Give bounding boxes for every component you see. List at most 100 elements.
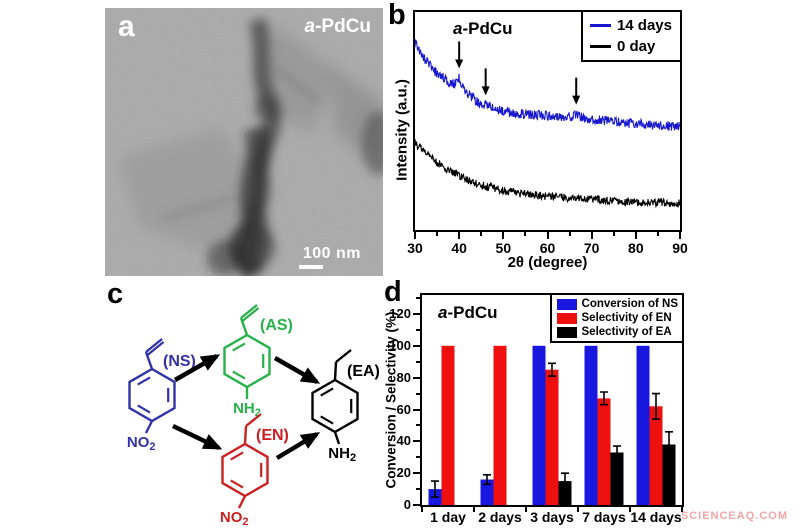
substituent-label-NH2: NH2 [328, 445, 356, 464]
bar-3-days-Selectivity-of-EN [545, 369, 559, 505]
xrd-x-tick [546, 232, 549, 239]
bar-x-tick [629, 507, 631, 512]
bar-y-tick [413, 504, 420, 506]
xrd-x-tick-label: 50 [495, 240, 512, 256]
bar-1-day-Selectivity-of-EN [441, 345, 455, 505]
error-bar [561, 472, 569, 490]
xrd-x-tick-label: 80 [628, 240, 644, 256]
xrd-legend: 14 days 0 day [580, 12, 680, 62]
legend-swatch-black [556, 326, 577, 338]
legend-item-0-day: 0 day [589, 38, 672, 55]
xrd-x-minor-tick [480, 232, 483, 236]
bar-y-tick [413, 376, 420, 379]
bar-y-minor-tick [416, 456, 420, 459]
xrd-y-axis-title: Intensity (a.u.) [393, 79, 411, 181]
peak-arrow [481, 68, 490, 96]
peak-arrow [572, 77, 581, 105]
panel-a-tem-image: a a-PdCu 100 nm [105, 8, 383, 276]
bar-x-tick [681, 507, 683, 512]
xrd-x-axis-title: 2θ (degree) [507, 254, 588, 271]
xrd-x-tick [679, 232, 681, 239]
legend-label: Selectivity of EA [581, 326, 672, 338]
bar-y-tick [413, 313, 420, 315]
bar-x-tick [473, 507, 475, 512]
error-bar [652, 392, 660, 420]
legend-item-selectivity-en: Selectivity of EN [556, 312, 678, 324]
bar-plot-area: a-PdCu Conversion of NS Selectivity of E… [420, 293, 684, 507]
scale-bar-label: 100 nm [302, 245, 361, 262]
panel-a-letter: a [118, 10, 135, 43]
reaction-arrow-EN-to-EA [275, 432, 321, 460]
xrd-x-tick-label: 30 [407, 240, 423, 256]
legend-swatch-blue [556, 298, 577, 310]
bar-y-tick-label: 120 [389, 306, 411, 321]
legend-label: Conversion of NS [581, 298, 678, 310]
molecule-NS: NO2 (NS) [127, 338, 196, 453]
bar-2-days-Conversion-of-NS [480, 479, 494, 505]
bar-y-minor-tick [416, 328, 420, 331]
substituent-label-NO2: NO2 [220, 509, 249, 528]
molecule-label-EA: (EA) [347, 363, 380, 380]
xrd-curve-0-day [414, 139, 681, 209]
bar-y-tick [413, 472, 420, 475]
xrd-curve-14-days [414, 39, 681, 132]
bar-category-labels: 1 day 2 days 3 days 7 days 14 days [422, 509, 682, 525]
bar-y-minor-tick [416, 297, 420, 300]
substituent-label-NO2: NO2 [127, 434, 156, 453]
error-bar [665, 431, 673, 459]
xrd-x-tick [634, 232, 637, 239]
xrd-x-minor-tick [436, 232, 439, 236]
bar-2-days-Selectivity-of-EN [493, 345, 507, 505]
bar-7-days-Conversion-of-NS [584, 345, 598, 505]
xrd-x-minor-tick [568, 232, 571, 236]
error-bar [613, 445, 621, 460]
legend-item-conversion-ns: Conversion of NS [556, 298, 678, 310]
reaction-arrow-NS-to-AS [173, 354, 221, 382]
xrd-curves [414, 39, 681, 209]
bar-y-tick-label: 0 [403, 497, 411, 512]
legend-line-black [589, 45, 611, 48]
bar-y-minor-tick [416, 392, 420, 395]
xrd-x-minor-tick [656, 232, 659, 236]
bar-x-tick [525, 507, 527, 512]
legend-label: 14 days [616, 17, 672, 34]
watermark: SCIENCEAQ.COM [680, 510, 788, 522]
error-bar [548, 362, 556, 377]
molecule-EA: NH2 (EA) [311, 349, 380, 464]
legend-item-14-days: 14 days [589, 17, 672, 34]
xrd-x-tick-label: 60 [539, 240, 556, 256]
category-label-7-days: 7 days [582, 509, 626, 525]
molecule-label-AS: (AS) [260, 317, 293, 334]
error-bar [600, 391, 608, 406]
molecule-label-NS: (NS) [163, 353, 196, 370]
tem-dark-nanosheet [164, 17, 383, 276]
legend-swatch-red [556, 312, 577, 324]
bar-14-days-Conversion-of-NS [636, 345, 650, 505]
molecule-EN: NO2 (EN) [220, 413, 289, 528]
reaction-arrow-NS-to-EN [172, 423, 223, 451]
bar-y-tick-label: 80 [396, 369, 411, 385]
xrd-x-tick [502, 232, 505, 239]
scale-bar [299, 265, 323, 269]
bar-y-minor-tick [416, 424, 420, 427]
substituent-label-NH2: NH2 [233, 400, 261, 419]
legend-line-blue [589, 24, 611, 27]
bar-y-tick-label: 40 [396, 433, 411, 449]
legend-label: 0 day [616, 38, 656, 55]
bar-3-days-Conversion-of-NS [532, 345, 546, 505]
legend-label: Selectivity of EN [581, 312, 672, 324]
bar-chart [428, 345, 676, 505]
panel-b-letter: b [388, 0, 406, 31]
panel-a-sample-label: a-PdCu [304, 16, 371, 37]
bar-y-tick-label: 100 [389, 337, 411, 353]
category-label-2-days: 2 days [478, 509, 522, 525]
xrd-x-tick [458, 232, 461, 239]
xrd-x-tick [414, 232, 416, 239]
bar-y-tick [413, 408, 420, 411]
tem-micrograph [105, 8, 383, 276]
panel-c-letter: c [107, 278, 124, 310]
xrd-sample-label: a-PdCu [453, 19, 513, 38]
xrd-x-minor-tick [612, 232, 615, 236]
bar-14-days-Selectivity-of-EN [649, 406, 663, 505]
